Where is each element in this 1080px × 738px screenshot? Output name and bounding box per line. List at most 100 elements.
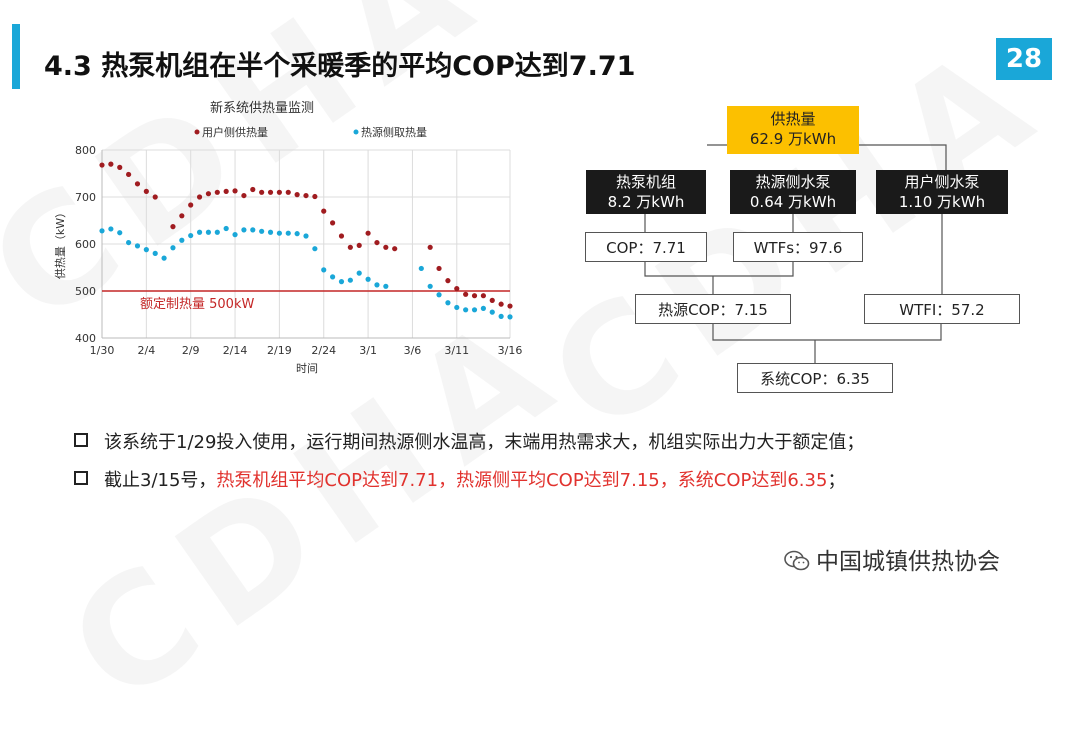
heat-pump-label: 热泵机组 <box>615 173 676 191</box>
bullet-square-icon <box>74 471 88 485</box>
source-side-heat-point <box>303 233 309 239</box>
chart-grid <box>101 149 511 339</box>
user-side-heat-point <box>463 291 469 297</box>
user-side-heat-point <box>471 293 478 299</box>
source-side-heat-point <box>507 314 513 320</box>
user-side-heat-point <box>99 162 105 168</box>
user-side-heat-point <box>241 192 247 199</box>
user-side-heat-point <box>259 189 265 195</box>
user-side-heat-point <box>436 265 442 272</box>
x-tick-label: 3/1 <box>359 344 377 357</box>
rated-capacity-label: 额定制热量 500kW <box>140 297 254 312</box>
bullet-text: 该系统于1/29投入使用，运行期间热源侧水温高，末端用热需求大，机组实际出力大于… <box>104 432 865 453</box>
user-side-heat-point <box>374 239 380 246</box>
legend-label-source-side: 热源侧取热量 <box>361 125 427 139</box>
source-pump-value: 0.64 万kWh <box>749 192 837 211</box>
y-axis-label: 供热量（kW） <box>53 207 67 279</box>
source-side-heat-point <box>338 279 345 285</box>
wechat-icon <box>784 550 810 571</box>
legend-marker-source-side <box>353 129 359 135</box>
y-tick-label: 700 <box>75 191 96 204</box>
user-pump-energy-box: 用户侧水泵 1.10 万kWh <box>876 170 1008 214</box>
x-tick-label: 2/19 <box>267 344 292 357</box>
user-side-heat-point <box>108 161 114 167</box>
x-axis: 1/30 2/4 2/9 2/14 2/19 2/24 3/1 3/6 3/11 3/16 <box>90 344 523 357</box>
user-side-heat-point <box>321 208 327 214</box>
source-side-heat-point <box>285 230 291 236</box>
y-tick-label: 800 <box>75 144 96 157</box>
heat-pump-energy-box: 热泵机组 8.2 万kWh <box>586 170 706 214</box>
user-side-heat-point <box>507 303 513 309</box>
source-side-heat-point <box>330 274 336 280</box>
source-side-heat-point <box>232 232 238 238</box>
user-side-heat-point <box>134 181 141 187</box>
source-side-heat-point <box>126 239 132 246</box>
x-axis-label: 时间 <box>296 362 318 375</box>
user-side-heat-point <box>276 189 282 195</box>
user-side-heat-point <box>454 286 460 292</box>
user-side-heat-point <box>489 297 495 303</box>
source-side-heat-point <box>347 277 353 283</box>
user-side-heat-point <box>356 242 362 249</box>
source-side-heat-point <box>454 304 460 311</box>
user-side-heat-point <box>250 186 256 193</box>
x-tick-label: 3/6 <box>404 344 422 357</box>
page-number: 28 <box>996 38 1052 80</box>
x-tick-label: 2/24 <box>311 344 336 357</box>
source-side-heat-point <box>241 227 247 233</box>
total-heat-value: 62.9 万kWh <box>749 129 837 148</box>
user-side-heat-point <box>330 220 336 226</box>
source-side-heat-point <box>223 225 229 232</box>
x-tick-label: 2/14 <box>223 344 248 357</box>
source-side-heat-point <box>179 237 185 243</box>
total-heat-box: 供热量 62.9 万kWh <box>727 106 859 154</box>
user-side-heat-point <box>294 192 300 198</box>
source-side-heat-point <box>498 313 504 319</box>
user-side-heat-point <box>285 189 291 195</box>
source-pump-energy-box: 热源侧水泵 0.64 万kWh <box>730 170 856 214</box>
user-side-heat-point <box>312 193 318 200</box>
user-side-heat-point <box>170 224 176 230</box>
user-side-heat-point <box>392 246 398 252</box>
wtfs-box: WTFs：97.6 <box>733 232 863 262</box>
source-side-heat-point <box>276 230 282 236</box>
y-tick-label: 500 <box>75 285 96 298</box>
bullet-text-suffix: ； <box>827 470 846 491</box>
user-side-heat-point <box>223 188 229 194</box>
bullet-text-prefix: 截止3/15号， <box>104 470 217 491</box>
title-accent-bar <box>12 24 20 89</box>
source-side-heat-point <box>294 231 300 237</box>
source-side-heat-point <box>356 270 362 276</box>
user-side-heat-point <box>347 244 353 250</box>
user-pump-label: 用户侧水泵 <box>904 173 980 191</box>
source-side-heat-point <box>250 227 256 233</box>
source-side-heat-point <box>188 232 194 239</box>
source-side-heat-point <box>161 255 167 261</box>
source-side-heat-point <box>436 292 442 298</box>
user-side-heat-point <box>143 188 149 194</box>
x-tick-label: 1/30 <box>90 344 115 357</box>
user-side-heat-point <box>445 278 451 284</box>
source-side-heat-point <box>196 229 203 235</box>
source-side-heat-point <box>463 307 469 313</box>
source-side-heat-point <box>427 283 433 289</box>
cop-box: COP：7.71 <box>585 232 707 262</box>
chart-title: 新系统供热量监测 <box>210 100 314 116</box>
user-side-heat-point <box>126 171 132 178</box>
user-side-heat-point <box>196 194 203 200</box>
footer-organization: 中国城镇供热协会 <box>784 542 1000 576</box>
y-axis: 400 500 600 700 800 <box>75 144 96 345</box>
source-side-heat-point <box>134 243 141 249</box>
source-side-heat-point <box>259 228 265 234</box>
user-side-heat-point <box>365 230 371 236</box>
user-side-heat-point <box>188 202 194 208</box>
source-side-heat-point <box>418 265 424 272</box>
user-pump-value: 1.10 万kWh <box>898 192 986 211</box>
user-side-heat-point <box>498 301 504 307</box>
source-side-heat-point <box>480 305 486 311</box>
x-tick-label: 2/9 <box>182 344 200 357</box>
heat-pump-value: 8.2 万kWh <box>607 192 685 211</box>
legend-label-user-side: 用户侧供热量 <box>202 125 268 139</box>
source-side-heat-point <box>312 246 318 252</box>
bullet-square-icon <box>74 433 88 447</box>
